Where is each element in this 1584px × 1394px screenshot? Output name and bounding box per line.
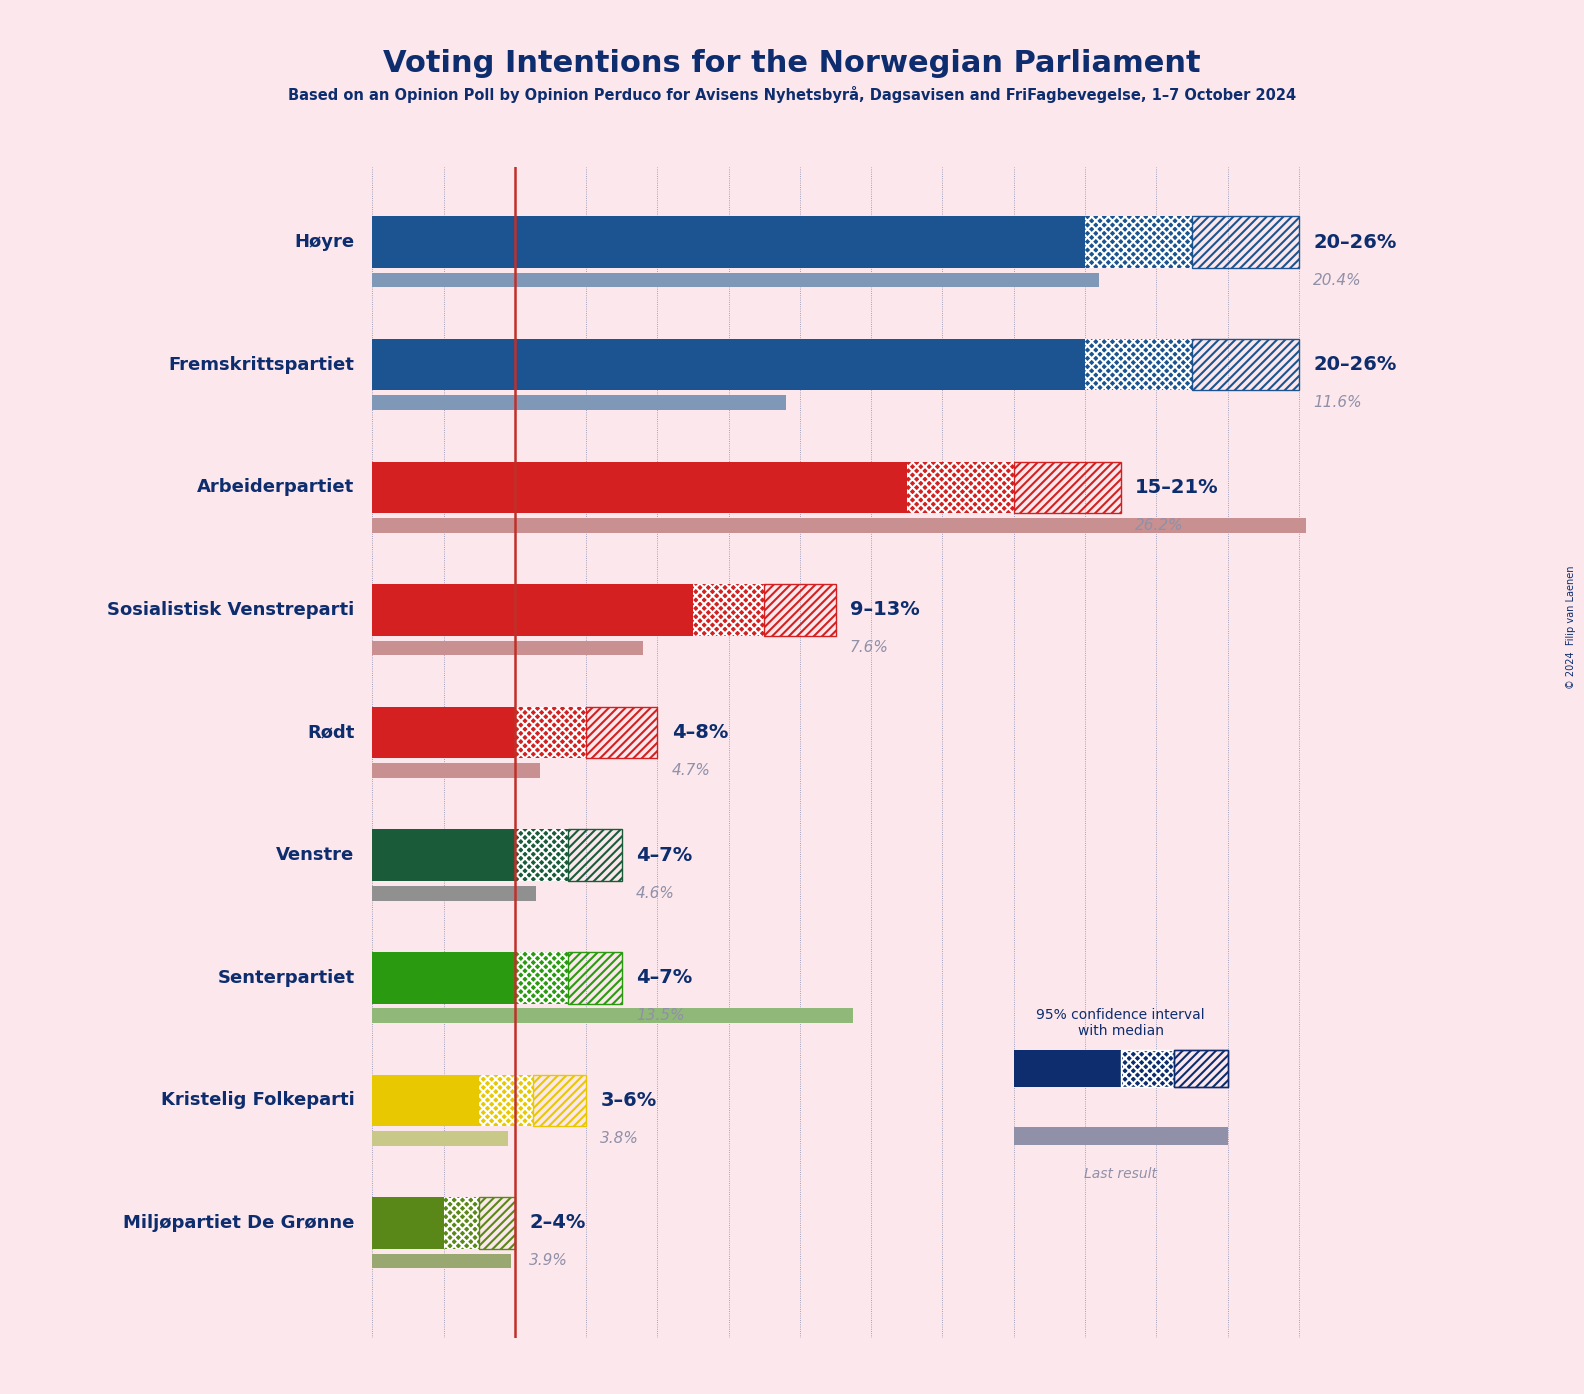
Text: Voting Intentions for the Norwegian Parliament: Voting Intentions for the Norwegian Parl… [383, 49, 1201, 78]
Bar [515, 829, 569, 881]
Text: Sosialistisk Venstreparti: Sosialistisk Venstreparti [108, 601, 355, 619]
Bar [372, 584, 694, 636]
Bar [1014, 1050, 1121, 1087]
Text: Rødt: Rødt [307, 723, 355, 742]
Text: 3.9%: 3.9% [529, 1253, 569, 1269]
Bar [1174, 1050, 1228, 1087]
Bar [1085, 339, 1193, 390]
Text: 15–21%: 15–21% [1134, 478, 1218, 496]
Bar [765, 584, 836, 636]
Text: Høyre: Høyre [295, 233, 355, 251]
Bar [478, 1197, 515, 1249]
Bar [478, 1075, 532, 1126]
Bar [372, 519, 1307, 533]
Bar [478, 1197, 515, 1249]
Bar [372, 707, 515, 758]
Text: 4–7%: 4–7% [635, 846, 692, 864]
Bar [1193, 339, 1299, 390]
Bar [372, 1197, 444, 1249]
Text: 3.8%: 3.8% [600, 1131, 640, 1146]
Text: 4–7%: 4–7% [635, 969, 692, 987]
Text: 20.4%: 20.4% [1313, 273, 1362, 287]
Text: 3–6%: 3–6% [600, 1092, 657, 1110]
Text: Kristelig Folkeparti: Kristelig Folkeparti [160, 1092, 355, 1110]
Text: 20–26%: 20–26% [1313, 233, 1397, 251]
Bar [1193, 216, 1299, 268]
Bar [694, 584, 765, 636]
Bar [372, 1008, 854, 1023]
Bar [586, 707, 657, 758]
Text: Based on an Opinion Poll by Opinion Perduco for Avisens Nyhetsbyrå, Dagsavisen a: Based on an Opinion Poll by Opinion Perd… [288, 86, 1296, 103]
Text: Arbeiderpartiet: Arbeiderpartiet [196, 478, 355, 496]
Bar [569, 952, 623, 1004]
Bar [372, 829, 515, 881]
Bar [1085, 216, 1193, 268]
Bar [444, 1197, 478, 1249]
Bar [1193, 216, 1299, 268]
Bar [372, 641, 643, 655]
Bar [372, 885, 535, 901]
Bar [1014, 461, 1121, 513]
Text: 4–8%: 4–8% [672, 723, 729, 742]
Text: 26.2%: 26.2% [1134, 517, 1183, 533]
Bar [765, 584, 836, 636]
Bar [569, 829, 623, 881]
Text: © 2024  Filip van Laenen: © 2024 Filip van Laenen [1567, 566, 1576, 689]
Bar [372, 1131, 507, 1146]
Bar [372, 216, 1085, 268]
Bar [1014, 1126, 1228, 1144]
Bar [515, 952, 569, 1004]
Text: 95% confidence interval
with median: 95% confidence interval with median [1036, 1008, 1205, 1039]
Bar [569, 829, 623, 881]
Bar [372, 1075, 478, 1126]
Text: Fremskrittspartiet: Fremskrittspartiet [168, 355, 355, 374]
Text: 20–26%: 20–26% [1313, 355, 1397, 374]
Bar [1193, 339, 1299, 390]
Bar [906, 461, 1014, 513]
Bar [569, 952, 623, 1004]
Text: 13.5%: 13.5% [635, 1008, 684, 1023]
Bar [532, 1075, 586, 1126]
Bar [586, 707, 657, 758]
Text: 2–4%: 2–4% [529, 1214, 586, 1232]
Text: 9–13%: 9–13% [851, 601, 920, 619]
Text: Last result: Last result [1083, 1167, 1158, 1181]
Text: Venstre: Venstre [276, 846, 355, 864]
Bar [372, 952, 515, 1004]
Text: Miljøpartiet De Grønne: Miljøpartiet De Grønne [124, 1214, 355, 1232]
Text: 7.6%: 7.6% [851, 640, 889, 655]
Text: 4.6%: 4.6% [635, 885, 675, 901]
Text: 4.7%: 4.7% [672, 763, 711, 778]
Bar [372, 461, 906, 513]
Bar [515, 707, 586, 758]
Text: Senterpartiet: Senterpartiet [217, 969, 355, 987]
Bar [372, 396, 786, 410]
Bar [372, 339, 1085, 390]
Bar [372, 763, 540, 778]
Bar [372, 273, 1099, 287]
Bar [1014, 461, 1121, 513]
Text: 11.6%: 11.6% [1313, 395, 1362, 410]
Bar [372, 1253, 512, 1269]
Bar [1121, 1050, 1174, 1087]
Bar [532, 1075, 586, 1126]
Bar [1174, 1050, 1228, 1087]
